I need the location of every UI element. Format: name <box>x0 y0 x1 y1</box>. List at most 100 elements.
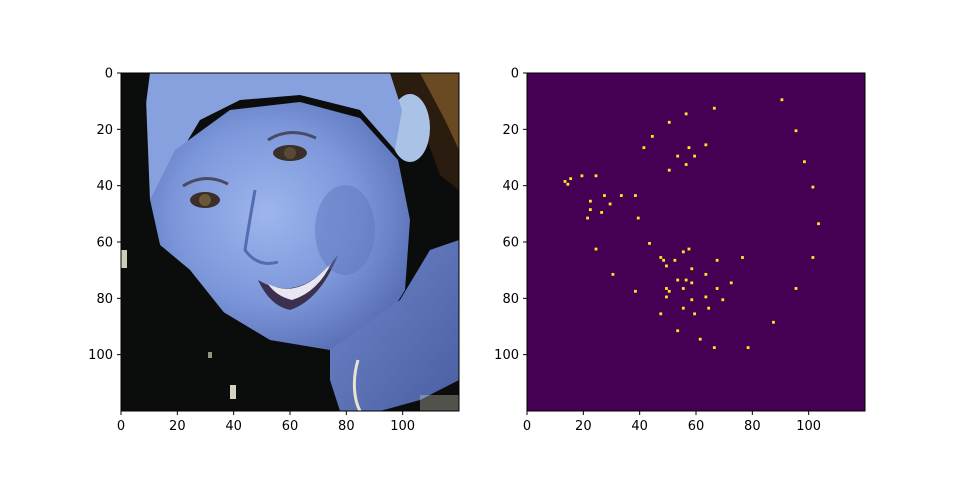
heatmap-point <box>721 298 725 302</box>
heatmap-point <box>684 163 688 166</box>
heatmap-point <box>712 346 716 350</box>
heatmap-point <box>693 154 696 158</box>
heatmap-point <box>684 112 688 116</box>
heatmap-x-tick-label: 0 <box>523 419 531 434</box>
heatmap-x-tick-label: 60 <box>688 419 705 434</box>
photo-x-axis: 0 20 40 60 80 100 <box>117 411 415 434</box>
photo-y-tick-label: 60 <box>96 236 113 251</box>
heatmap-point <box>594 247 598 251</box>
photo-image <box>121 73 459 411</box>
heatmap-point <box>704 143 708 147</box>
heatmap-point <box>662 258 666 262</box>
heatmap-point <box>811 185 815 189</box>
heatmap-point <box>794 287 798 290</box>
heatmap-y-tick-label: 80 <box>502 292 519 307</box>
photo-x-tick-label: 80 <box>338 419 355 434</box>
heatmap-panel: 0 20 40 60 80 100 0 20 40 60 80 100 <box>494 67 866 434</box>
heatmap-point <box>712 106 716 110</box>
heatmap-point <box>563 180 567 183</box>
photo-x-tick-label: 60 <box>282 419 299 434</box>
heatmap-point <box>588 199 592 203</box>
heatmap-x-tick-label: 100 <box>796 419 821 434</box>
heatmap-x-tick-label: 80 <box>744 419 761 434</box>
heatmap-point <box>690 267 694 271</box>
heatmap-point <box>600 211 604 214</box>
heatmap-point <box>684 278 688 282</box>
photo-y-axis: 0 20 40 60 80 100 <box>88 67 121 363</box>
heatmap-y-tick-label: 40 <box>502 179 519 194</box>
heatmap-point <box>681 287 685 290</box>
photo-x-tick-label: 0 <box>117 419 125 434</box>
heatmap-y-axis: 0 20 40 60 80 100 <box>494 67 527 363</box>
heatmap-point <box>811 256 815 259</box>
heatmap-point <box>566 182 570 186</box>
heatmap-point <box>690 298 694 302</box>
heatmap-point <box>619 194 623 197</box>
heatmap-point <box>569 177 573 181</box>
photo-x-tick-label: 40 <box>225 419 242 434</box>
heatmap-point <box>634 289 637 293</box>
heatmap-point <box>673 258 677 262</box>
photo-x-tick-label: 20 <box>169 419 186 434</box>
heatmap-point <box>608 202 612 206</box>
heatmap-point <box>676 154 680 158</box>
heatmap-point <box>690 281 694 285</box>
heatmap-point <box>687 247 691 251</box>
heatmap-point <box>667 289 671 293</box>
heatmap-background <box>527 73 865 411</box>
heatmap-point <box>687 146 691 150</box>
heatmap-point <box>772 320 775 324</box>
photo-y-tick-label: 0 <box>105 67 113 82</box>
heatmap-point <box>667 120 671 124</box>
photo-y-tick-label: 20 <box>96 123 113 138</box>
photo-x-tick-label: 100 <box>390 419 415 434</box>
heatmap-point <box>681 250 685 254</box>
heatmap-point <box>665 287 668 290</box>
heatmap-point <box>665 264 668 268</box>
heatmap-x-tick-label: 20 <box>575 419 592 434</box>
heatmap-point <box>659 312 663 316</box>
heatmap-point <box>704 295 708 299</box>
heatmap-point <box>634 194 637 197</box>
heatmap-y-tick-label: 20 <box>502 123 519 138</box>
heatmap-point <box>676 278 680 282</box>
photo-y-tick-label: 80 <box>96 292 113 307</box>
heatmap-point <box>636 216 640 220</box>
heatmap-point <box>603 194 606 197</box>
heatmap-point <box>650 134 654 138</box>
heatmap-point <box>729 281 733 285</box>
heatmap-point <box>665 295 668 299</box>
heatmap-point <box>741 256 744 259</box>
heatmap-x-tick-label: 40 <box>631 419 648 434</box>
heatmap-point <box>676 329 680 333</box>
heatmap-point <box>681 306 685 310</box>
heatmap-y-tick-label: 60 <box>502 236 519 251</box>
heatmap-point <box>803 160 806 164</box>
heatmap-point <box>586 216 589 220</box>
heatmap-point <box>611 272 615 276</box>
heatmap-x-axis: 0 20 40 60 80 100 <box>523 411 821 434</box>
heatmap-point <box>746 346 750 350</box>
heatmap-point <box>817 222 820 226</box>
heatmap-point <box>794 129 798 133</box>
heatmap-point <box>580 174 584 178</box>
heatmap-point <box>594 174 598 178</box>
heatmap-point <box>667 168 671 172</box>
heatmap-point <box>588 208 592 212</box>
heatmap-point <box>704 272 708 276</box>
heatmap-y-tick-label: 100 <box>494 348 519 363</box>
heatmap-point <box>715 287 719 290</box>
heatmap-point <box>648 242 651 245</box>
heatmap-point <box>715 258 719 262</box>
heatmap-points <box>563 98 820 350</box>
heatmap-point <box>659 256 663 259</box>
heatmap-point <box>780 98 784 102</box>
heatmap-point <box>642 146 646 150</box>
photo-panel: 0 20 40 60 80 100 0 20 40 60 80 100 <box>88 67 460 434</box>
photo-y-tick-label: 40 <box>96 179 113 194</box>
heatmap-point <box>693 312 696 316</box>
heatmap-y-tick-label: 0 <box>511 67 519 82</box>
heatmap-point <box>707 306 711 310</box>
heatmap-point <box>698 337 702 341</box>
